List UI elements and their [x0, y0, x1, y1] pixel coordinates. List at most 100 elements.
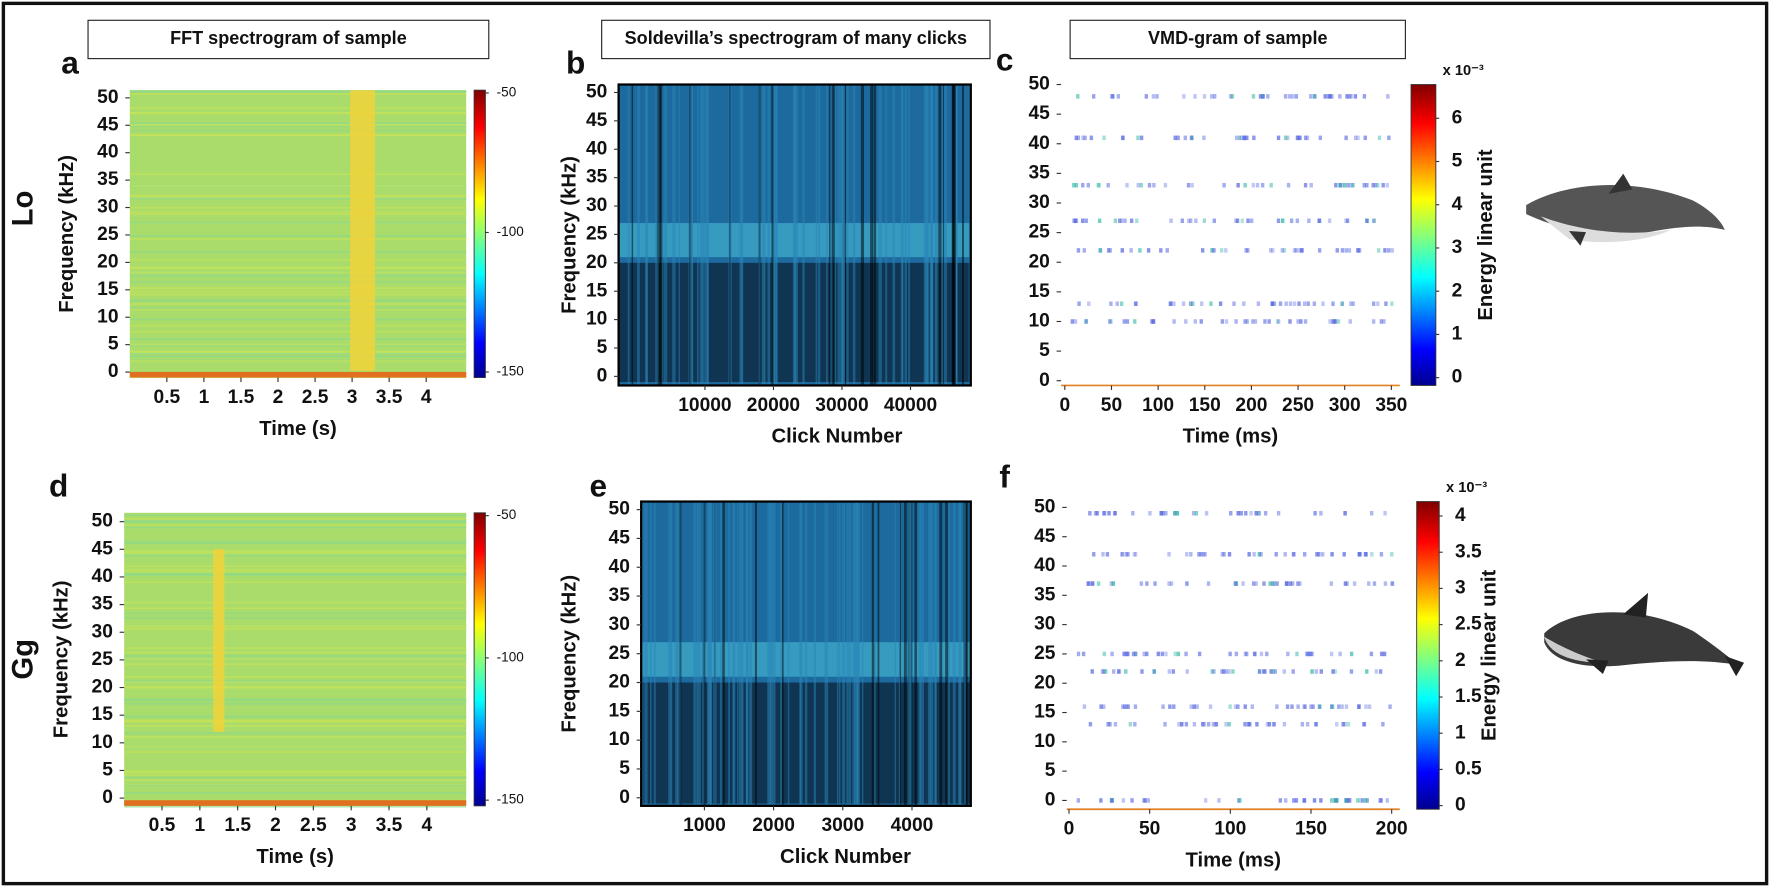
x-tick-label: 2.5 — [300, 815, 327, 836]
spectrogram-texture — [1363, 552, 1368, 557]
spectrogram-texture — [855, 501, 859, 806]
spectrogram-texture — [872, 84, 874, 386]
spectrogram-texture — [1156, 651, 1160, 657]
spectrogram-texture — [1338, 182, 1342, 188]
spectrogram-texture — [1257, 552, 1262, 557]
x-tick-label: 50 — [1101, 395, 1122, 416]
y-tick-label: 50 — [1034, 496, 1055, 517]
spectrogram-texture — [1106, 182, 1110, 188]
spectrogram-texture — [799, 501, 803, 806]
spectrogram-texture — [1199, 552, 1203, 557]
spectrogram-texture — [1099, 704, 1103, 709]
colorbar-tick-label: 6 — [1452, 107, 1463, 128]
x-tick-label: 2000 — [752, 815, 795, 836]
spectrogram-texture — [1102, 651, 1107, 657]
spectrogram-texture — [1269, 669, 1273, 674]
spectrogram-texture — [878, 84, 882, 386]
spectrogram-texture — [1211, 721, 1215, 727]
spectrogram-texture — [1136, 182, 1140, 188]
spectrogram-texture — [1232, 301, 1236, 306]
spectrogram-texture — [627, 84, 630, 386]
spectrogram-texture — [1319, 798, 1323, 803]
spectrogram-texture — [713, 501, 717, 806]
spectrogram-texture — [909, 501, 912, 806]
y-tick-label: 45 — [1028, 103, 1050, 124]
spectrogram-texture — [1180, 218, 1185, 224]
spectrogram-texture — [670, 501, 673, 806]
y-tick-label: 5 — [1039, 340, 1050, 361]
spectrogram-texture — [1229, 511, 1233, 516]
spectrogram-texture — [1239, 511, 1243, 516]
spectrogram-texture — [1144, 94, 1149, 99]
spectrogram-texture — [1182, 94, 1186, 99]
spectrogram-texture — [1102, 704, 1106, 709]
spectrogram-texture — [964, 501, 967, 806]
spectrogram-texture — [1349, 669, 1354, 674]
colorbar-tick-label: 5 — [1452, 151, 1463, 172]
spectrogram-texture — [1164, 511, 1168, 516]
y-tick-label: 10 — [97, 306, 118, 327]
x-tick-label: 2 — [270, 815, 281, 836]
spectrogram-texture — [1146, 248, 1151, 253]
colorbar-tick-label: -50 — [497, 507, 517, 522]
spectrogram-texture — [1251, 581, 1256, 586]
row-label: Lo — [7, 191, 40, 227]
spectrogram-texture — [1165, 248, 1169, 253]
colorbar-tick-label: 4 — [1452, 194, 1463, 215]
panel-letter: a — [61, 45, 79, 81]
spectrogram-texture — [1159, 248, 1163, 253]
spectrogram-texture — [1167, 669, 1172, 674]
spectrogram-texture — [1086, 581, 1091, 586]
spectrogram-texture — [129, 107, 467, 109]
spectrogram-texture — [1371, 182, 1375, 188]
spectrogram-texture — [958, 501, 961, 806]
spectrogram-texture — [1349, 651, 1354, 657]
spectrogram-texture — [1305, 721, 1310, 727]
spectrogram-texture — [1189, 218, 1193, 224]
spectrogram-texture — [1286, 135, 1290, 141]
spectrogram-texture — [1327, 94, 1331, 99]
spectrogram-texture — [1122, 704, 1127, 709]
spectrogram-texture — [1321, 301, 1325, 306]
spectrogram-texture — [675, 501, 678, 806]
y-tick-label: 15 — [92, 704, 114, 725]
spectrogram-texture — [124, 770, 467, 772]
spectrogram-texture — [1173, 651, 1177, 657]
spectrogram-texture — [1146, 798, 1151, 803]
spectrogram-texture — [1153, 581, 1157, 586]
spectrogram-texture — [129, 122, 467, 124]
spectrogram-texture — [1257, 669, 1262, 674]
y-tick-label: 50 — [1028, 74, 1049, 95]
spectrogram-texture — [1202, 135, 1206, 141]
spectrogram-texture — [1097, 182, 1101, 188]
y-tick-label: 50 — [97, 87, 118, 108]
spectrogram-texture — [129, 221, 467, 224]
spectrogram-texture — [1133, 704, 1138, 709]
spectrogram-texture — [1233, 581, 1237, 586]
spectrogram-texture — [1308, 651, 1312, 657]
spectrogram-texture — [1383, 581, 1388, 586]
spectrogram-texture — [124, 685, 467, 688]
spectrogram-texture — [1116, 669, 1121, 674]
row-label: Gg — [7, 639, 40, 680]
spectrogram-texture — [1288, 301, 1293, 306]
spectrogram-texture — [1084, 319, 1088, 324]
spectrogram-texture — [1253, 319, 1258, 324]
spectrogram-texture — [129, 197, 467, 200]
spectrogram-texture — [1311, 704, 1315, 709]
spectrogram-texture — [860, 84, 865, 386]
spectrogram-texture — [1224, 721, 1228, 727]
spectrogram-texture — [631, 84, 634, 386]
spectrogram-texture — [1255, 721, 1259, 727]
spectrogram-texture — [1303, 319, 1308, 324]
spectrogram-texture — [706, 84, 709, 386]
spectrogram-texture — [1329, 581, 1334, 586]
spectrogram-texture — [1220, 319, 1225, 324]
x-axis-label: Time (ms) — [1185, 849, 1281, 871]
spectrogram-texture — [1317, 218, 1322, 224]
spectrogram-texture — [1345, 581, 1349, 586]
spectrogram-texture — [1276, 218, 1281, 224]
spectrogram-texture — [124, 647, 467, 649]
y-tick-label: 20 — [92, 677, 113, 698]
